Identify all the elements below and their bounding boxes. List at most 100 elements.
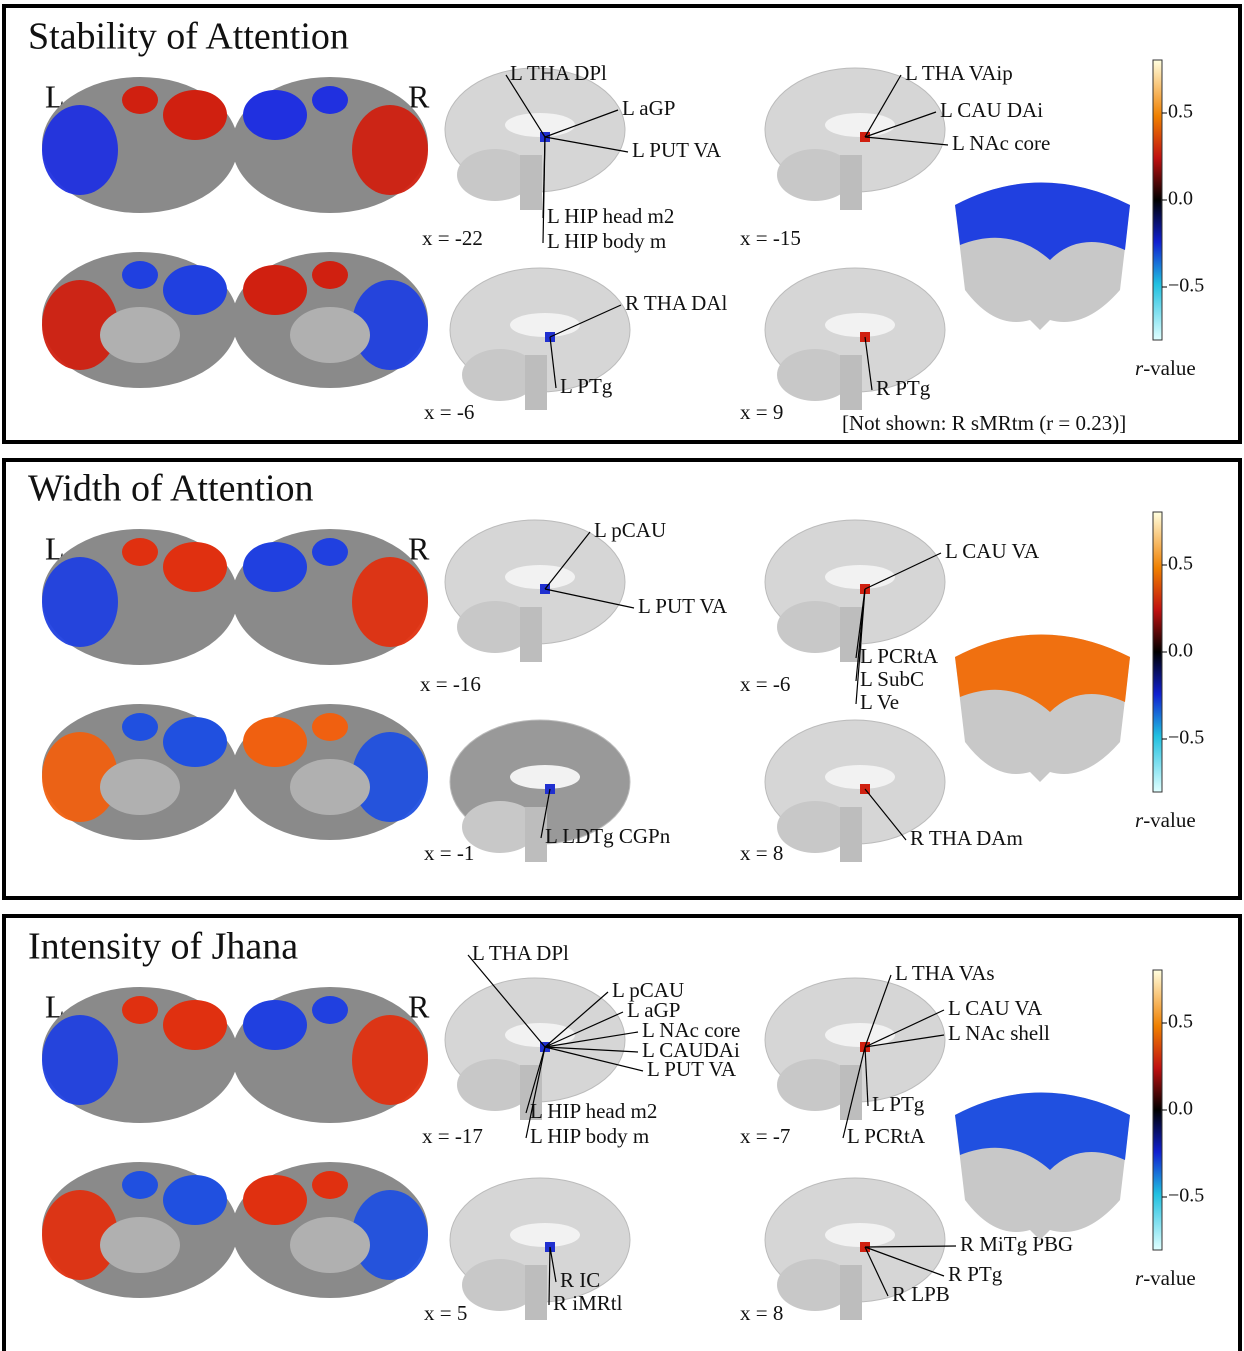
leader-line [855,588,866,705]
slice-stem [840,807,862,862]
slice-ventricle [825,1223,895,1247]
cortical-surface [42,529,238,665]
panel-title: Width of Attention [28,468,314,510]
region-label: L LDTg CGPn [545,824,671,848]
leader-line [864,74,902,138]
medial-wall [290,307,370,363]
colorbar [1152,59,1163,341]
slice-stem [840,1265,862,1320]
region-label: R THA DAm [910,826,1023,850]
colorbar-label: r-value [1135,1266,1196,1290]
activation [122,261,158,289]
activation [955,182,1130,260]
region-label: L HIP body m [530,1124,649,1148]
region-label: L CAU DAi [940,98,1043,122]
colorbar-label-suffix: -value [1143,1266,1195,1290]
activation [163,265,227,315]
leader-line [544,109,619,138]
slice-cerebellum [777,149,853,201]
sagittal-slice [444,67,626,210]
region-label: L PCRtA [847,1124,926,1148]
activation [163,90,227,140]
slice-cerebellum [777,1059,853,1111]
panel-border [2,914,1242,1351]
colorbar [1152,969,1163,1251]
cortical-surface [42,987,238,1123]
colorbar-label-var: r [1135,808,1144,832]
region-label: R IC [560,1268,600,1292]
leader-line [549,304,622,338]
activation [42,732,118,822]
activation [352,732,428,822]
leader-line [540,788,551,839]
leader-line [864,111,937,138]
cortical-surface [232,1162,428,1298]
hemisphere-label: R [408,530,430,566]
leader-line [864,1246,945,1277]
region-label: L THA VAs [895,961,995,985]
slice-ventricle [505,565,575,589]
colorbar-label-suffix: -value [1143,808,1195,832]
colorbar-tick-label: 0.0 [1168,1098,1193,1120]
region-label: L PTg [872,1092,925,1116]
colorbar-label-var: r [1135,356,1144,380]
panel-title: Stability of Attention [28,16,349,58]
colorbar-label: r-value [1135,356,1196,380]
activation [352,105,428,195]
activation [955,634,1130,712]
cortical-surface [232,704,428,840]
activation [352,1190,428,1280]
sagittal-slice [764,67,946,210]
region-label: L PCRtA [860,644,939,668]
slice-ventricle [510,1223,580,1247]
leader-line [525,1046,546,1139]
region-label: L aGP [622,96,675,120]
note: [Not shown: R sMRtm (r = 0.23)] [842,411,1126,435]
panel-title: Intensity of Jhana [28,926,298,968]
hemisphere-label: R [408,78,430,114]
cortical-surface [42,252,238,388]
slice-stem [840,1065,862,1120]
colorbar-tick-label: 0.0 [1168,640,1193,662]
leader-line [544,1011,624,1048]
leader-line [549,1246,557,1283]
cortical-surface [42,77,238,213]
region-label: L THA DPl [472,941,569,965]
region-label: L THA VAip [905,61,1013,85]
slice-coordinate: x = -1 [424,841,474,865]
sagittal-slice [764,719,946,862]
region-label: L pCAU [612,978,684,1002]
region-label: L CAU VA [945,539,1040,563]
region-label: L PUT VA [638,594,728,618]
cortical-surface [232,252,428,388]
cortical-surface [232,987,428,1123]
colorbar-tick-label: −0.5 [1168,1185,1204,1207]
slice-stem [520,607,542,662]
activation [352,557,428,647]
cortical-surface [232,77,428,213]
slice-ventricle [510,765,580,789]
slice-stem [525,355,547,410]
medial-wall [290,759,370,815]
activation [243,1000,307,1050]
panel-border [2,458,1242,900]
slice-ventricle [825,113,895,137]
slice-stem [520,1065,542,1120]
panel: Stability of Attention L Rx = -22 L THA DPl… [2,4,1242,444]
slice-coordinate: x = -16 [420,672,481,696]
leader-line [864,974,892,1048]
activation [42,557,118,647]
slice-cerebellum [457,149,533,201]
slice-cerebellum [777,601,853,653]
activation [163,542,227,592]
slice-coordinate: x = -17 [422,1124,483,1148]
region-label: L HIP body m [547,229,666,253]
slice-stem [840,607,862,662]
slice-stem [520,155,542,210]
colorbar-tick-label: 0.5 [1168,553,1193,575]
region-label: R LPB [892,1282,950,1306]
hemisphere-label: L [45,78,65,114]
activation [312,1171,348,1199]
leader-line [525,1046,546,1114]
cerebellum-flatmap [955,634,1130,782]
